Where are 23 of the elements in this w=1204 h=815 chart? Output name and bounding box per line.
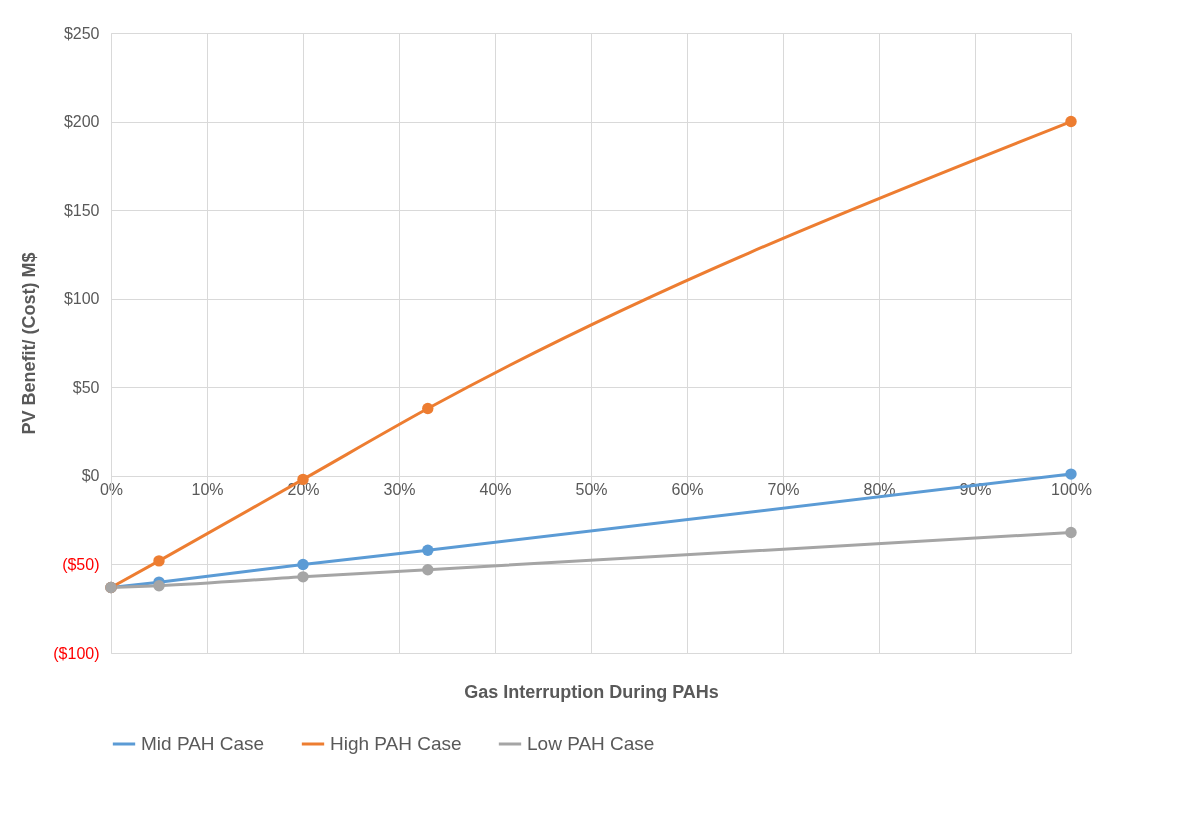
x-tick-label: 10% bbox=[191, 481, 224, 499]
x-tick-label: 100% bbox=[1051, 481, 1092, 499]
x-tick-label: 20% bbox=[287, 481, 320, 499]
x-tick-label: 40% bbox=[479, 481, 512, 499]
legend-label: Mid PAH Case bbox=[141, 733, 265, 754]
y-tick-label: $0 bbox=[81, 467, 100, 485]
y-tick-label: $200 bbox=[63, 113, 100, 131]
x-axis-title: Gas Interruption During PAHs bbox=[464, 681, 719, 702]
x-tick-label: 50% bbox=[575, 481, 608, 499]
y-tick-label: $250 bbox=[63, 24, 100, 42]
y-tick-label: ($100) bbox=[53, 644, 100, 662]
y-tick-label: $150 bbox=[63, 201, 100, 219]
legend-label: High PAH Case bbox=[330, 733, 462, 754]
legend-label: Low PAH Case bbox=[527, 733, 655, 754]
x-tick-label: 60% bbox=[671, 481, 704, 499]
x-tick-label: 80% bbox=[863, 481, 896, 499]
y-axis-title: PV Benefit/ (Cost) M$ bbox=[19, 252, 40, 435]
y-tick-label: $50 bbox=[72, 378, 100, 396]
x-tick-label: 0% bbox=[99, 481, 124, 499]
x-tick-label: 30% bbox=[383, 481, 416, 499]
x-tick-label: 70% bbox=[767, 481, 800, 499]
y-tick-label: $100 bbox=[63, 290, 100, 308]
y-tick-label: ($50) bbox=[62, 555, 100, 573]
